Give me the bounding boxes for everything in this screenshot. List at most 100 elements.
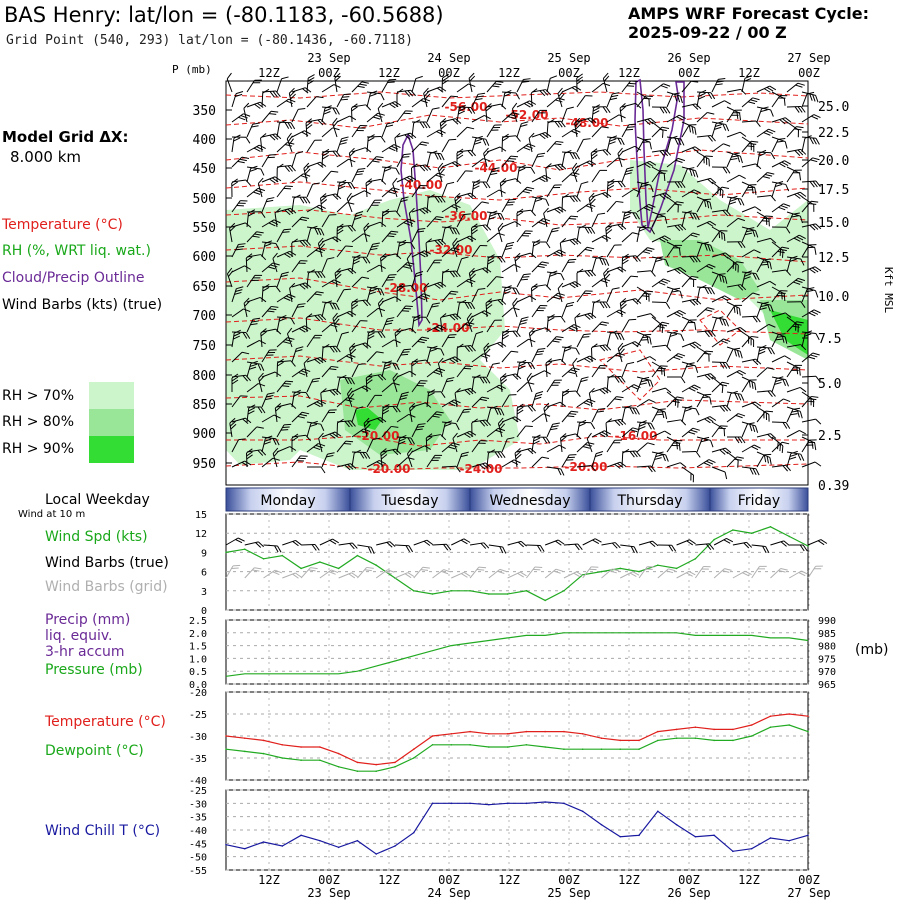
wind-barb [501, 241, 515, 258]
wind-barb [516, 121, 529, 138]
barb-staff [666, 201, 677, 213]
barb-feather [347, 182, 353, 190]
barb-staff [381, 382, 394, 393]
wind-barb [261, 176, 282, 184]
wind-barb [381, 360, 393, 378]
wind-barb [501, 350, 519, 363]
top-time-tick: 12Z [378, 66, 400, 80]
wind-barb [471, 310, 492, 318]
barb-staff [276, 403, 291, 408]
barb-feather [790, 255, 798, 259]
wind-barb [786, 234, 806, 243]
barb-feather [371, 245, 379, 248]
bottom-time-tick: 12Z [738, 873, 760, 887]
barb-staff [726, 196, 741, 200]
barb-staff [456, 192, 471, 198]
barb-feather [485, 301, 493, 307]
wind-barb [546, 401, 567, 408]
barb-feather [673, 247, 681, 249]
barb-feather [420, 380, 428, 382]
wind-barb [531, 391, 544, 408]
barb-feather [603, 267, 609, 274]
wind-barb [441, 204, 461, 213]
barb-feather [645, 290, 654, 293]
barb-feather [473, 374, 481, 379]
wind-barb [696, 416, 717, 424]
wind-barb [574, 117, 582, 138]
barb-feather [377, 307, 386, 312]
barb-feather [572, 195, 578, 202]
barb-staff [346, 198, 353, 213]
barb-feather [781, 445, 784, 454]
barb-feather [283, 423, 292, 426]
barb-feather [763, 88, 771, 93]
barb-staff [516, 338, 529, 348]
barb-feather [633, 384, 641, 389]
wind-barb [366, 351, 384, 363]
wind-barb [351, 363, 366, 378]
barb-staff [546, 292, 559, 303]
barb-staff [317, 243, 323, 258]
barb-feather [547, 119, 555, 124]
barb-feather [498, 189, 506, 194]
barb-feather [530, 88, 538, 94]
wind-barb [605, 223, 613, 243]
wind-barb [380, 253, 387, 273]
barb-staff [591, 108, 594, 123]
barb-staff [651, 387, 666, 393]
barb-feather [541, 176, 549, 181]
wind-barb [272, 447, 280, 468]
barb-staff [636, 399, 650, 408]
barb-staff [376, 541, 390, 546]
barb-feather [549, 273, 557, 277]
barb-staff [306, 228, 312, 243]
panel-border [225, 789, 809, 871]
top-time-tick: 00Z [438, 66, 460, 80]
wind-barb [441, 138, 457, 153]
barb-feather [368, 291, 377, 295]
barb-feather [521, 235, 530, 237]
wind-barb [246, 166, 265, 176]
barb-feather [308, 269, 316, 274]
wind-barb [576, 290, 593, 303]
wind-barb-true [770, 540, 790, 547]
barb-feather [607, 182, 615, 187]
wind-barb [261, 284, 270, 303]
wind-barb [516, 405, 536, 412]
wind-barb [666, 419, 687, 426]
barb-feather [345, 440, 354, 443]
barb-feather [427, 194, 435, 199]
wind-barb [423, 87, 431, 108]
wind-barb [726, 391, 745, 401]
barb-feather [482, 181, 488, 189]
barb-feather [612, 92, 620, 95]
barb-feather [320, 271, 326, 278]
barb-staff [261, 328, 276, 333]
barb-feather [392, 362, 397, 370]
barb-staff [576, 139, 584, 153]
barb-feather [436, 87, 444, 93]
barb-feather [659, 323, 668, 327]
wind-barb-grid [732, 570, 752, 579]
barb-feather [665, 106, 671, 114]
barb-feather [408, 207, 415, 214]
barb-staff [546, 466, 561, 470]
barb-staff [261, 414, 275, 423]
barb-staff [426, 151, 441, 155]
barb-feather [643, 292, 652, 295]
wind-barb [786, 406, 803, 419]
barb-feather [410, 132, 417, 139]
wind-barb [501, 286, 520, 295]
barb-staff [336, 183, 340, 198]
barb-feather [377, 418, 384, 424]
barb-staff [801, 436, 815, 444]
wind-barb [396, 239, 407, 258]
barb-feather [815, 180, 821, 188]
barb-feather [238, 243, 246, 246]
barb-staff [531, 154, 539, 168]
bottom-time-tick: 12Z [378, 873, 400, 887]
weekday-label: Wednesday [489, 493, 570, 509]
barb-feather [350, 225, 356, 232]
barb-feather [432, 302, 440, 305]
barb-feather [314, 139, 322, 141]
